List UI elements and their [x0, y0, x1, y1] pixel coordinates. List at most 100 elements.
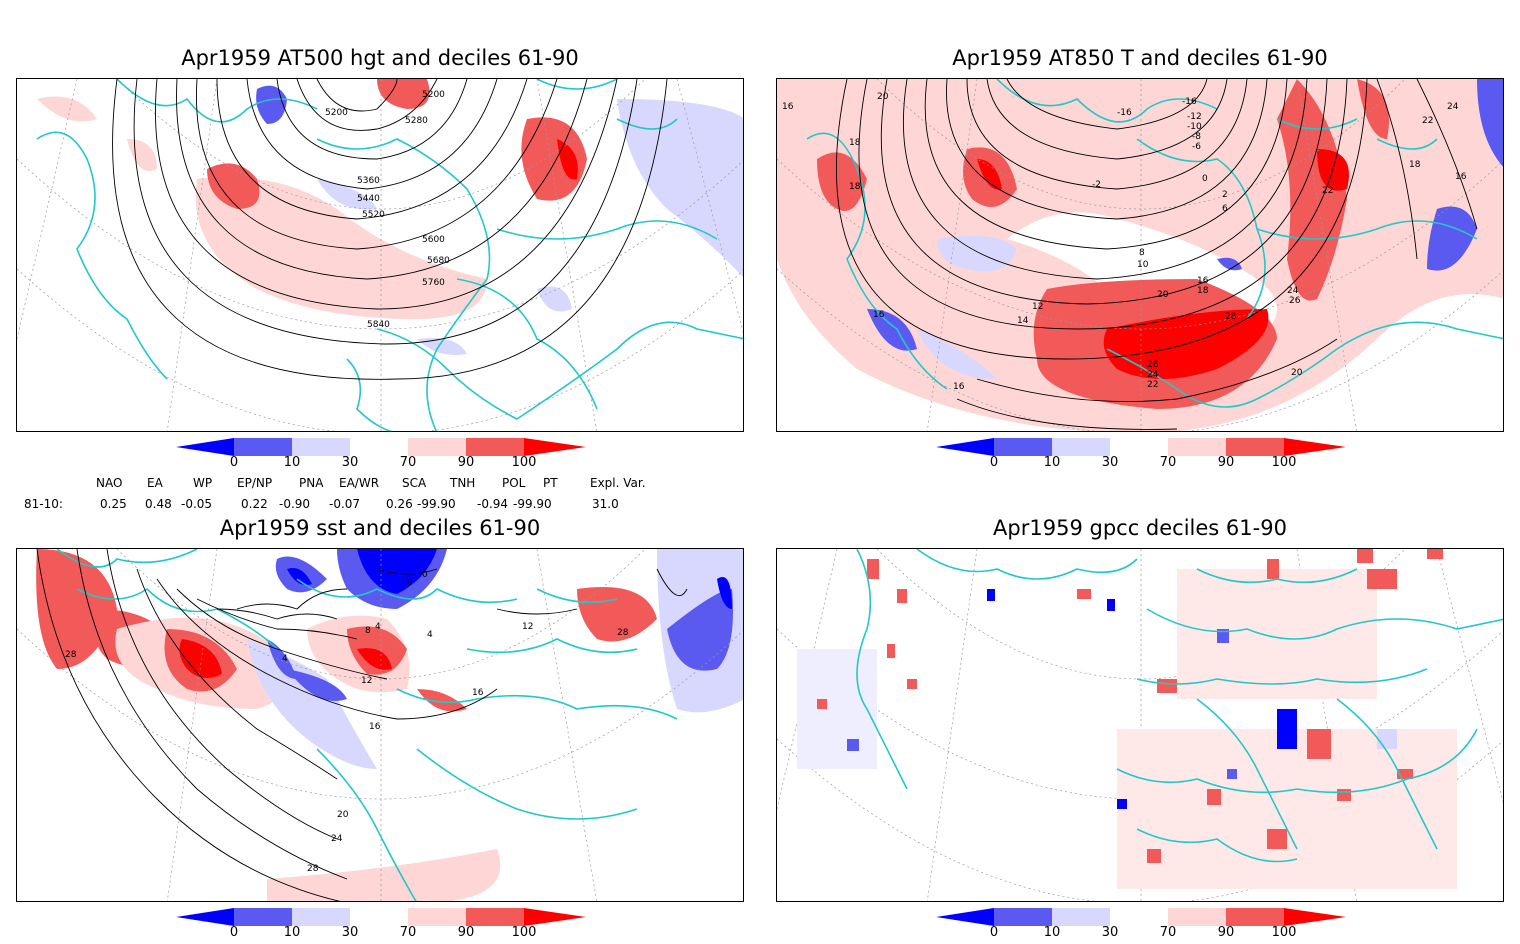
- anomaly-shade: [417, 338, 467, 355]
- cbar-tick: 70: [1159, 925, 1177, 940]
- cbar-tick: 100: [511, 925, 537, 940]
- decile-cell: [1267, 829, 1287, 849]
- decile-cell: [1427, 549, 1443, 559]
- cbar-swatch-1: [234, 908, 292, 926]
- contour-label: 22: [1422, 116, 1433, 126]
- contour-label: 0: [407, 578, 413, 588]
- contour-label: 16: [953, 382, 965, 392]
- decile-cell: [817, 699, 827, 709]
- anomaly-shade: [717, 577, 732, 609]
- contour-label: 2: [1222, 190, 1228, 200]
- contour-label: 5360: [357, 176, 380, 186]
- contour-label: 5200: [325, 108, 348, 118]
- cbar-tick: 10: [1043, 455, 1061, 470]
- anomaly-shade: [917, 329, 997, 379]
- anomaly-shade: [247, 639, 377, 769]
- graticule: [17, 549, 743, 901]
- contour-label: 24: [1147, 370, 1159, 380]
- cbar-swatch-1: [994, 438, 1052, 456]
- cbar-tick: 30: [1101, 455, 1119, 470]
- map-at850-svg: 16 18 18 20 16 -16 -12 -10 -8 -6 -2 0 2 …: [777, 79, 1503, 431]
- anomaly-shade: [287, 568, 312, 585]
- cbar-swatch-6: [524, 438, 586, 456]
- anomaly-shade: [127, 139, 157, 171]
- contour-label: 20: [877, 92, 889, 102]
- anomaly-shade: [667, 589, 733, 671]
- cbar-tick: 10: [1043, 925, 1061, 940]
- contour-label: 16: [472, 688, 484, 698]
- temperature-contours: [835, 79, 1478, 430]
- colorbar-panel-1: 0 10 30 70 90 100: [176, 438, 596, 474]
- height-contours: [112, 79, 668, 380]
- anomaly-shade: [1427, 206, 1477, 271]
- index-value-tnh: -99.90: [417, 497, 456, 511]
- contour-label: 18: [1197, 286, 1209, 296]
- anomaly-shade: [179, 639, 222, 678]
- colorbar-panel-3: 0 10 30 70 90 100: [176, 908, 596, 944]
- anomaly-shade: [267, 849, 501, 901]
- decile-cell: [1267, 559, 1279, 579]
- contour-label: 8: [1139, 248, 1145, 258]
- anomaly-shade: [317, 179, 377, 210]
- contour-label: 6: [1222, 204, 1228, 214]
- cbar-swatch-6: [1284, 908, 1346, 926]
- cbar-swatch-4: [1168, 908, 1226, 926]
- coastlines: [56, 549, 678, 901]
- cbar-swatch-0: [176, 438, 234, 456]
- contour-label: 28: [65, 650, 77, 660]
- panel-2-title: Apr1959 AT850 T and deciles 61-90: [952, 46, 1328, 70]
- contour-label: -16: [1117, 108, 1132, 118]
- map-panel-gpcc: [776, 548, 1504, 902]
- cbar-tick: 100: [511, 455, 537, 470]
- contour-label: -8: [1192, 132, 1201, 142]
- contour-label: 14: [1017, 316, 1029, 326]
- decile-cell: [797, 649, 877, 769]
- cbar-swatch-5: [1226, 908, 1284, 926]
- cbar-tick: 90: [1217, 925, 1235, 940]
- anomaly-shade: [256, 85, 287, 124]
- contour-label: 20: [1291, 368, 1303, 378]
- anomaly-shade: [1217, 257, 1242, 271]
- decile-cell: [1147, 849, 1161, 863]
- contour-label: 16: [782, 102, 794, 112]
- cbar-swatch-0: [176, 908, 234, 926]
- index-row-label: 81-10:: [24, 497, 63, 511]
- cbar-swatch-5: [1226, 438, 1284, 456]
- contour-label: 12: [1032, 302, 1043, 312]
- contour-label-group: 16 18 18 20 16 -16 -12 -10 -8 -6 -2 0 2 …: [782, 92, 1467, 392]
- decile-cell: [867, 559, 879, 579]
- cbar-tick: 70: [1159, 455, 1177, 470]
- decile-cell: [1397, 769, 1413, 779]
- contour-label: 18: [849, 182, 861, 192]
- decile-cell: [1227, 769, 1237, 779]
- contour-label: 4: [375, 622, 381, 632]
- anomaly-shade: [357, 549, 437, 594]
- contour-label: 18: [1409, 160, 1421, 170]
- contour-label: 16: [1197, 276, 1209, 286]
- cbar-swatch-4: [1168, 438, 1226, 456]
- decile-cell: [1367, 569, 1397, 589]
- contour-label: 5440: [357, 194, 380, 204]
- cbar-swatch-5: [466, 908, 524, 926]
- cbar-swatch-4: [408, 908, 466, 926]
- index-value-pol: -0.94: [477, 497, 509, 511]
- cbar-swatch-6: [1284, 438, 1346, 456]
- contour-label: -16: [1182, 97, 1197, 107]
- contour-label: 0: [1202, 174, 1208, 184]
- decile-cell: [887, 644, 895, 658]
- contour-label: -2: [1092, 180, 1101, 190]
- cbar-swatch-5: [466, 438, 524, 456]
- decile-cell: [1357, 549, 1373, 563]
- index-value-pt: -99.90: [513, 497, 552, 511]
- contour-label: 24: [1287, 286, 1299, 296]
- contour-label: 4: [282, 654, 288, 664]
- contour-label: -6: [1192, 142, 1201, 152]
- cbar-swatch-4: [408, 438, 466, 456]
- cbar-tick: 100: [1271, 925, 1297, 940]
- cbar-swatch-3: [1110, 438, 1168, 456]
- map-sst-svg: 28 0 0 8 4 4 4 12 16 16 20 24 28 12 28: [17, 549, 743, 901]
- index-value-explvar: 31.0: [592, 497, 619, 511]
- index-value-sca: 0.26: [386, 497, 413, 511]
- cbar-swatch-2: [292, 438, 350, 456]
- cbar-tick: 10: [283, 925, 301, 940]
